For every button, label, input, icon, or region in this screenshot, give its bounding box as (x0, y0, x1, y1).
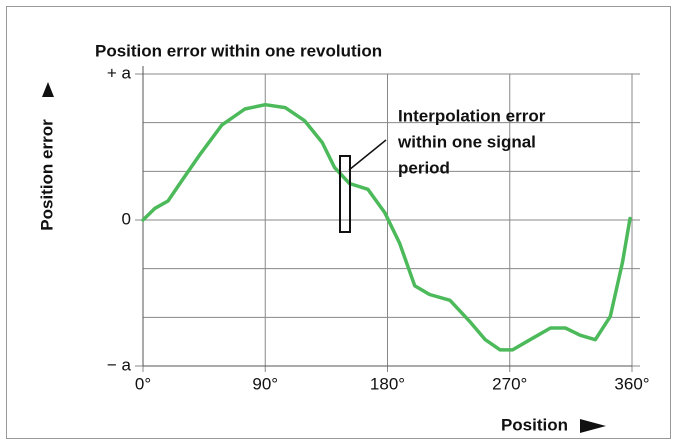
y-arrow (42, 82, 54, 97)
y-tick-label: − a (107, 355, 132, 374)
y-tick-label: + a (107, 63, 132, 82)
annotation-line: Interpolation error (398, 106, 546, 125)
x-axis-label: Position (501, 415, 568, 434)
x-tick-label: 0° (135, 374, 151, 393)
data-line (141, 102, 632, 352)
x-tick-label: 270° (492, 374, 527, 393)
y-axis-label: Position error (37, 119, 56, 231)
annotation-leader (348, 139, 387, 171)
x-arrow (580, 419, 606, 433)
x-tick-label: 180° (370, 374, 405, 393)
annotation-box (339, 155, 351, 233)
chart-title: Position error within one revolution (95, 41, 382, 60)
annotation-line: period (398, 158, 450, 177)
x-tick-label: 360° (614, 374, 649, 393)
y-tick-label: 0 (122, 209, 131, 228)
x-tick-label: 90° (252, 374, 278, 393)
annotation-line: within one signal (397, 132, 536, 151)
